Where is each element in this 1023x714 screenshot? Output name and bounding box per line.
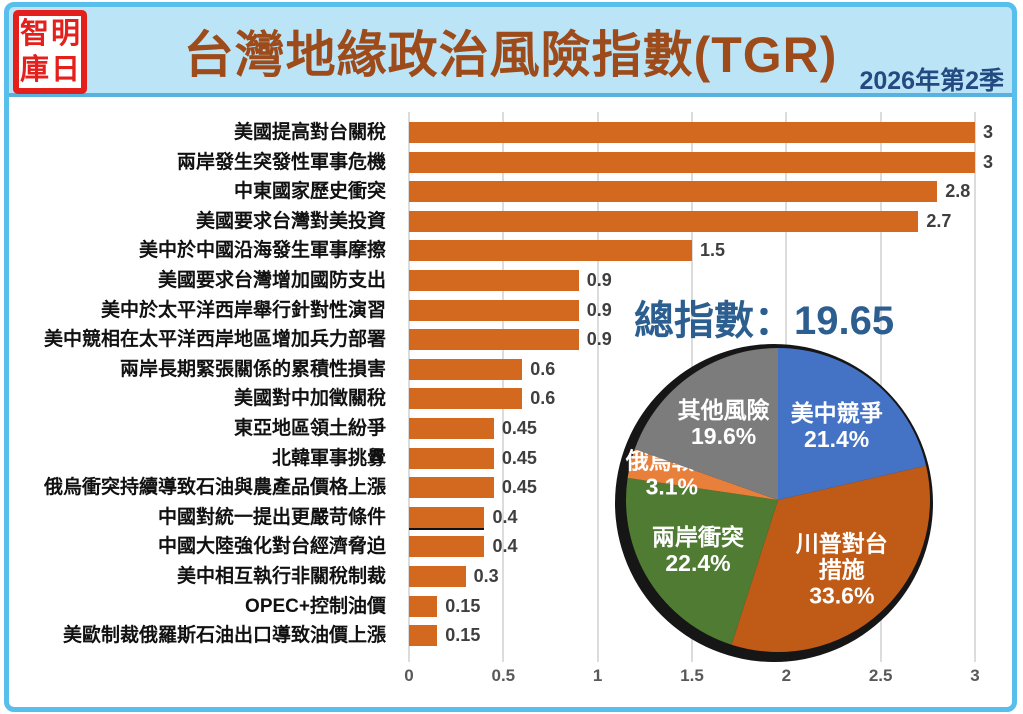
bar-category-label: 北韓軍事挑釁 (271, 447, 386, 469)
gridline (502, 112, 505, 662)
pie-slice-label-0: 美中競爭 21.4% (791, 400, 883, 452)
pie-slice-label-3: 俄烏戰爭 3.1% (625, 448, 718, 500)
pie-slice-1 (731, 465, 930, 652)
header: 智 明 庫 日 台灣地緣政治風險指數(TGR) 2026年第2季 (9, 7, 1012, 97)
bar-category-label: 兩岸長期緊張關係的累積性損害 (119, 358, 386, 380)
bar (409, 151, 975, 173)
bar-value-label: 0.9 (586, 329, 612, 350)
bar-value-label: 2.8 (945, 181, 971, 202)
bar (409, 566, 466, 587)
bar-value-label: 0.9 (586, 270, 612, 290)
bar-category-label: 俄烏衝突持續導致石油與農產品價格上漲 (43, 477, 386, 499)
bar-value-label: 0.15 (445, 595, 481, 616)
bar-category-label: 美國要求台灣對美投資 (195, 210, 386, 232)
bar-value-label: 0.4 (492, 536, 518, 557)
x-axis-tick-label: 0.5 (491, 666, 516, 685)
logo-char: 庫 (19, 53, 49, 86)
bar (409, 329, 579, 351)
bar-value-label: 3 (983, 151, 994, 172)
x-axis-tick-label: 2 (781, 666, 792, 685)
bar-value-label: 0.4 (492, 506, 518, 527)
bar-value-label: 0.6 (530, 388, 556, 409)
bar-category-label: 美中競相在太平洋西岸地區增加兵力部署 (43, 329, 386, 351)
bar-category-label: 美中相互執行非關稅制裁 (176, 566, 386, 587)
bar-category-label: 美中於太平洋西岸舉行針對性演習 (100, 299, 386, 321)
period-label: 2026年第2季 (859, 67, 1004, 95)
bar-category-label: 中國對統一提出更嚴苛條件 (157, 506, 386, 528)
bar-value-label: 0.45 (501, 447, 537, 468)
x-axis-tick-label: 0 (404, 666, 414, 685)
logo-char: 日 (50, 53, 80, 86)
bar (409, 506, 485, 528)
bar (409, 388, 523, 410)
pie-slice-label-2: 兩岸衝突 22.4% (652, 524, 744, 576)
bar-value-label: 3 (983, 122, 994, 142)
bar (409, 210, 919, 232)
pie-slice-3 (627, 449, 778, 500)
bar (409, 181, 938, 203)
bar-value-label: 0.45 (501, 477, 537, 498)
bar-category-label: 中國大陸強化對台經濟脅迫 (157, 536, 386, 558)
page-title: 台灣地緣政治風險指數(TGR) (183, 27, 838, 83)
bar-value-label: 0.45 (501, 418, 537, 438)
bar-value-label: 2.7 (926, 210, 952, 231)
gridline (408, 112, 410, 662)
bar-category-label: 中東國家歷史衝突 (233, 181, 386, 203)
pie-slice-0 (778, 348, 927, 500)
x-axis-tick-label: 3 (970, 666, 980, 685)
bar-bottom-border (409, 527, 485, 530)
pie-slice-4 (634, 348, 778, 500)
x-axis-tick-label: 1 (592, 666, 603, 685)
bar (409, 595, 438, 617)
bar-category-label: 兩岸發生突發性軍事危機 (176, 151, 386, 173)
bar-value-label: 1.5 (700, 240, 726, 261)
bar (409, 536, 485, 558)
bar (409, 477, 494, 499)
bar-category-label: 美國要求台灣增加國防支出 (157, 270, 386, 291)
x-axis-tick-label: 2.5 (868, 666, 893, 685)
bar (409, 625, 438, 647)
bar-category-label: OPEC+控制油價 (245, 595, 386, 617)
bar (409, 447, 494, 469)
bar-value-label: 0.3 (473, 566, 499, 586)
gridline (974, 112, 976, 662)
bar (409, 270, 579, 291)
bar (409, 358, 523, 380)
bar (409, 299, 579, 321)
bar-category-label: 東亞地區領土紛爭 (233, 418, 386, 439)
bar (409, 418, 494, 439)
logo-char: 智 (19, 17, 49, 50)
logo-char: 明 (50, 17, 80, 50)
bar (409, 122, 975, 143)
bar-category-label: 美國提高對台關稅 (233, 122, 386, 143)
bar-value-label: 0.6 (530, 358, 556, 379)
bar-category-label: 美歐制裁俄羅斯石油出口導致油價上漲 (62, 625, 386, 647)
bar-category-label: 美國對中加徵關稅 (233, 388, 386, 410)
x-axis-tick-label: 1.5 (680, 666, 704, 685)
bar-value-label: 0.9 (586, 299, 612, 320)
bar (409, 240, 692, 262)
pie-slice-2 (626, 477, 778, 645)
bar-value-label: 0.15 (445, 625, 481, 646)
gridline (596, 112, 599, 662)
total-index-label: 總指數：19.65 (634, 299, 895, 343)
thinktank-logo: 智 明 庫 日 (13, 10, 87, 94)
pie-shadow-ring (615, 344, 933, 662)
bar-category-label: 美中於中國沿海發生軍事摩擦 (138, 240, 386, 262)
pie-slice-label-1: 川普對台措施 33.6% (796, 530, 888, 608)
